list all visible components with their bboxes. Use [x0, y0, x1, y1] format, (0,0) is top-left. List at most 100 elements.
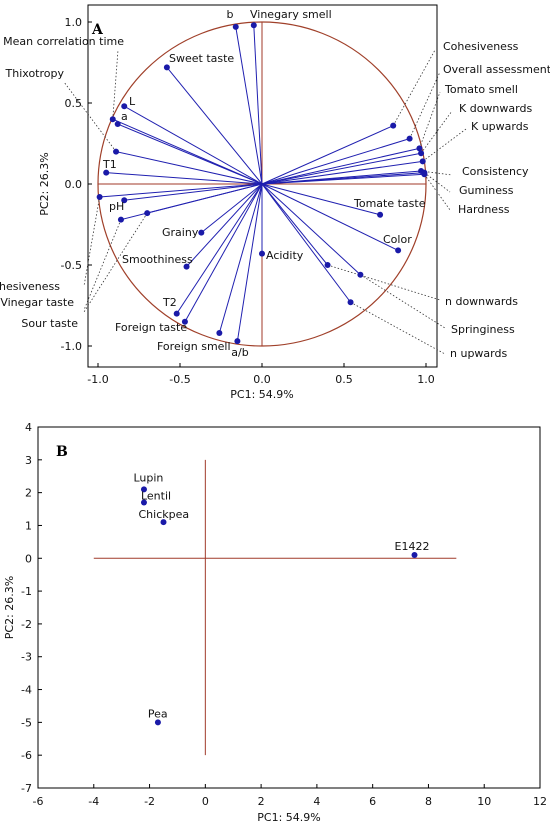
label-acidity: Acidity	[266, 249, 304, 262]
vector-foreign-smell	[218, 183, 263, 334]
leader-tomato-smell	[419, 91, 441, 149]
point-hardness	[421, 171, 428, 178]
label-n-downwards: n downwards	[445, 295, 518, 308]
label-sweet-taste: Sweet taste	[169, 52, 234, 65]
point-vinegary-smell	[250, 22, 257, 29]
point-k-downwards	[418, 150, 425, 157]
point-ph	[121, 197, 128, 204]
label-mean-correlation-time: Mean correlation time	[3, 35, 124, 48]
point-smoothiness	[183, 263, 190, 270]
point-b	[232, 23, 239, 30]
y-tick-label: -6	[21, 749, 32, 762]
leader-n-upwards	[350, 301, 446, 355]
vector-k-upwards	[261, 160, 423, 185]
label-thixotropy: Thixotropy	[5, 67, 65, 80]
point-overall-assessment	[406, 135, 413, 142]
pca-loadings-panel: -1.0 -0.5 0.0 0.5 1.0 1.0 0.5 0.0 -0.5 -1.0 PC1: 5…	[0, 0, 550, 410]
x-tick-label: -6	[33, 795, 44, 808]
vector-smoothiness	[186, 183, 263, 267]
label-cohesiveness: Cohesiveness	[443, 40, 519, 53]
x-tick-label: 12	[533, 795, 547, 808]
y-tick-label: 0.0	[65, 178, 83, 191]
label-chickpea: Chickpea	[139, 508, 190, 521]
y-tick-label: -2	[21, 618, 32, 631]
point-foreign-smell	[216, 330, 223, 337]
vector-overall-assessment	[261, 138, 410, 185]
label-overall-assessment: Overall assessment	[443, 63, 550, 76]
point-lentil	[140, 499, 147, 506]
y-tick-label: 3	[25, 454, 32, 467]
leader-mean-correlation-time	[112, 49, 119, 120]
y-tick-label: 4	[25, 421, 32, 434]
label-foreign-smell: Foreign smell	[157, 340, 231, 353]
label-hardness: Hardness	[458, 203, 510, 216]
y-axis-label: PC2: 26.3%	[3, 576, 16, 639]
point-color	[395, 247, 402, 254]
y-tick-label: -4	[21, 684, 32, 697]
leader-n-downwards	[327, 264, 441, 301]
point-sour-taste	[144, 210, 151, 217]
leader-springiness	[360, 274, 446, 329]
leader-thixotropy	[63, 81, 117, 152]
label-l: L	[129, 95, 136, 108]
label-adhesiveness: Adhesiveness	[0, 280, 60, 293]
label-lupin: Lupin	[133, 471, 163, 484]
label-lentil: Lentil	[141, 489, 171, 502]
vector-grainy	[201, 183, 263, 233]
point-l	[121, 103, 128, 110]
point-n-downwards	[324, 262, 331, 268]
x-tick-label: 2	[258, 795, 265, 808]
label-e1422: E1422	[395, 540, 430, 553]
y-tick-label: -5	[21, 716, 32, 729]
label-ph: pH	[109, 200, 124, 213]
vector-vinegary-smell	[253, 25, 263, 185]
vector-foreign-taste	[184, 183, 263, 322]
x-tick-label: -4	[88, 795, 99, 808]
panel-letter-b: B	[56, 444, 68, 460]
point-t1	[103, 169, 110, 176]
point-mean-correlation-time	[109, 116, 116, 123]
x-tick-label: -1.0	[87, 373, 108, 386]
point-lupin	[140, 486, 147, 493]
label-foreign-taste: Foreign taste	[115, 321, 187, 334]
label-springiness: Springiness	[451, 323, 515, 336]
loadings-chart: -1.0 -0.5 0.0 0.5 1.0 1.0 0.5 0.0 -0.5 -1.0 PC1: 5…	[0, 4, 550, 401]
vector-b	[235, 26, 263, 185]
vector-springiness	[261, 183, 361, 276]
vector-tomato-smell	[261, 147, 420, 185]
label-a-b: a/b	[231, 346, 248, 359]
x-axis-label: PC1: 54.9%	[230, 388, 293, 401]
vector-sour-taste	[147, 183, 263, 214]
y-tick-label: 0.5	[65, 97, 83, 110]
label-pea: Pea	[148, 707, 168, 720]
point-sweet-taste	[163, 64, 170, 71]
vector-color	[261, 183, 399, 251]
point-springiness	[357, 271, 364, 278]
vector-t1	[106, 172, 263, 185]
point-e1422	[411, 551, 418, 558]
label-n-upwards: n upwards	[450, 347, 507, 360]
point-pea	[154, 719, 161, 726]
point-a	[114, 121, 121, 128]
vector-k-downwards	[261, 152, 422, 185]
y-tick-label: 2	[25, 487, 32, 500]
vector-ph	[124, 183, 263, 201]
x-tick-label: 6	[369, 795, 376, 808]
x-tick-label: -2	[144, 795, 155, 808]
point-acidity	[259, 250, 265, 257]
label-b: b	[227, 8, 234, 21]
label-vinegar-taste: Vinegar taste	[0, 296, 74, 309]
y-tick-label: -7	[21, 782, 32, 795]
point-t2	[173, 310, 180, 317]
leader-k-upwards	[422, 128, 467, 162]
label-color: Color	[383, 233, 412, 246]
vector-tomate-taste	[261, 183, 381, 216]
plot-frame	[37, 426, 541, 789]
leader-adhesiveness	[83, 196, 101, 287]
leader-consistency	[421, 170, 453, 176]
label-t1: T1	[102, 158, 117, 171]
point-k-upwards	[419, 158, 426, 165]
label-tomato-smell: Tomato smell	[444, 83, 518, 96]
y-tick-label: 1.0	[65, 16, 83, 29]
vector-thixotropy	[115, 151, 263, 185]
